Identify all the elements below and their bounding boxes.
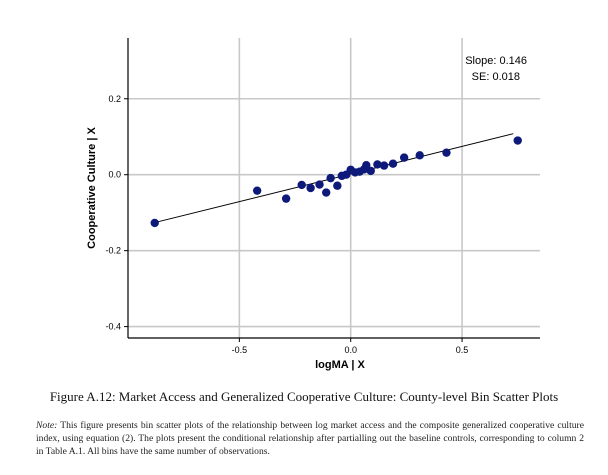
scatter-point [333,181,342,190]
scatter-point [379,161,389,170]
scatter-point [442,148,451,157]
scatter-point [513,136,522,145]
scatter-point [315,180,324,189]
bin-scatter-chart: -0.5 0.0 0.5 -0.4 -0.2 0.0 0.2 Slope: 0.146 SE… [86,38,540,371]
note-label: Note: [36,420,58,431]
scatter-point [326,173,335,183]
axes [127,38,540,339]
scatter-point [373,160,382,169]
x-axis-title: logMA | X [315,359,365,371]
scatter-point [306,183,315,193]
x-tick-label: -0.5 [232,345,248,355]
scatter-point [150,218,159,228]
scatter-point [366,166,375,176]
scatter-point [362,161,371,170]
scatter-point [252,186,262,195]
regression-stats: Slope: 0.146 SE: 0.018 [465,55,527,83]
y-tick-label: 0.0 [108,170,121,180]
y-axis-title: Cooperative Culture | X [86,127,98,249]
scatter-points [150,136,522,228]
slope-label: Slope: 0.146 [465,55,527,67]
note-text: This figure presents bin scatter plots o… [36,420,584,457]
scatter-point [388,159,398,168]
tick-labels: -0.5 0.0 0.5 -0.4 -0.2 0.0 0.2 [105,94,468,355]
se-label: SE: 0.018 [472,71,520,83]
grid-lines [128,38,540,338]
scatter-point [415,151,424,160]
y-tick-label: 0.2 [108,94,121,104]
scatter-point [281,194,291,203]
figure-caption: Figure A.12: Market Access and Generaliz… [49,389,559,404]
y-tick-label: -0.4 [105,322,121,332]
scatter-point [322,188,331,197]
x-tick-label: 0.0 [344,345,357,355]
figure-note: Note: This figure presents bin scatter p… [36,419,584,458]
y-tick-label: -0.2 [105,246,121,256]
scatter-point [297,180,306,190]
scatter-point [399,153,409,162]
x-tick-label: 0.5 [456,345,469,355]
